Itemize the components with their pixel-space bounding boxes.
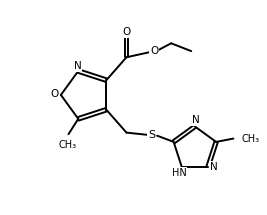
Text: N: N <box>192 115 200 125</box>
Text: O: O <box>150 46 158 56</box>
Text: N: N <box>74 61 82 71</box>
Text: S: S <box>148 130 155 140</box>
Text: HN: HN <box>172 168 186 178</box>
Text: O: O <box>122 27 131 37</box>
Text: CH₃: CH₃ <box>58 140 76 150</box>
Text: CH₃: CH₃ <box>241 134 259 144</box>
Text: N: N <box>210 162 218 172</box>
Text: O: O <box>51 89 59 99</box>
